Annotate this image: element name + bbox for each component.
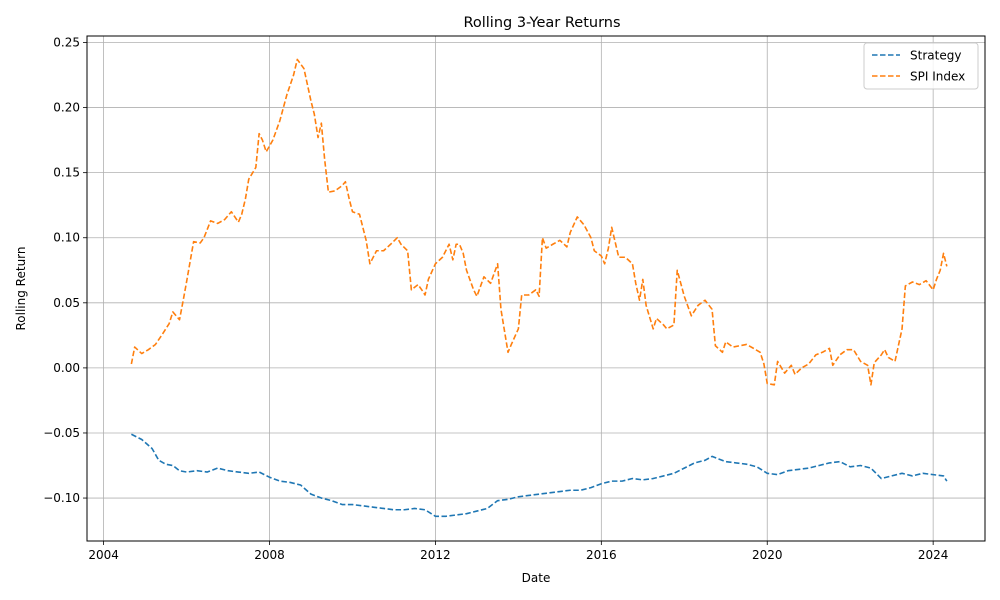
y-tick-label: 0.05 [53,296,80,310]
x-tick-label: 2004 [88,548,119,562]
x-tick-label: 2012 [420,548,451,562]
plot-area-frame [86,35,986,542]
y-tick-label: 0.25 [53,36,80,50]
axis-ticks: 2004 2008 2012 2016 2020 2024 −0.10 −0.05 0.00 0.… [43,36,948,562]
legend-label-strategy: Strategy [910,49,961,63]
y-tick-label: 0.10 [53,231,80,245]
series-line-spi-index [130,58,948,386]
x-tick-label: 2016 [586,548,617,562]
series-line-strategy [131,433,948,518]
y-tick-label: 0.20 [53,101,80,115]
x-tick-label: 2008 [254,548,285,562]
legend: Strategy SPI Index [863,42,979,90]
legend-label-spi-index: SPI Index [910,70,965,84]
y-axis-label: Rolling Return [14,247,28,331]
grid-lines [87,36,985,541]
y-tick-label: −0.10 [43,491,80,505]
y-tick-label: 0.15 [53,166,80,180]
x-axis-label: Date [522,571,551,585]
y-tick-label: 0.00 [53,361,80,375]
y-tick-label: −0.05 [43,426,80,440]
x-tick-label: 2024 [918,548,949,562]
chart-title: Rolling 3-Year Returns [463,15,620,31]
series-lines [130,58,948,518]
x-tick-label: 2020 [752,548,783,562]
